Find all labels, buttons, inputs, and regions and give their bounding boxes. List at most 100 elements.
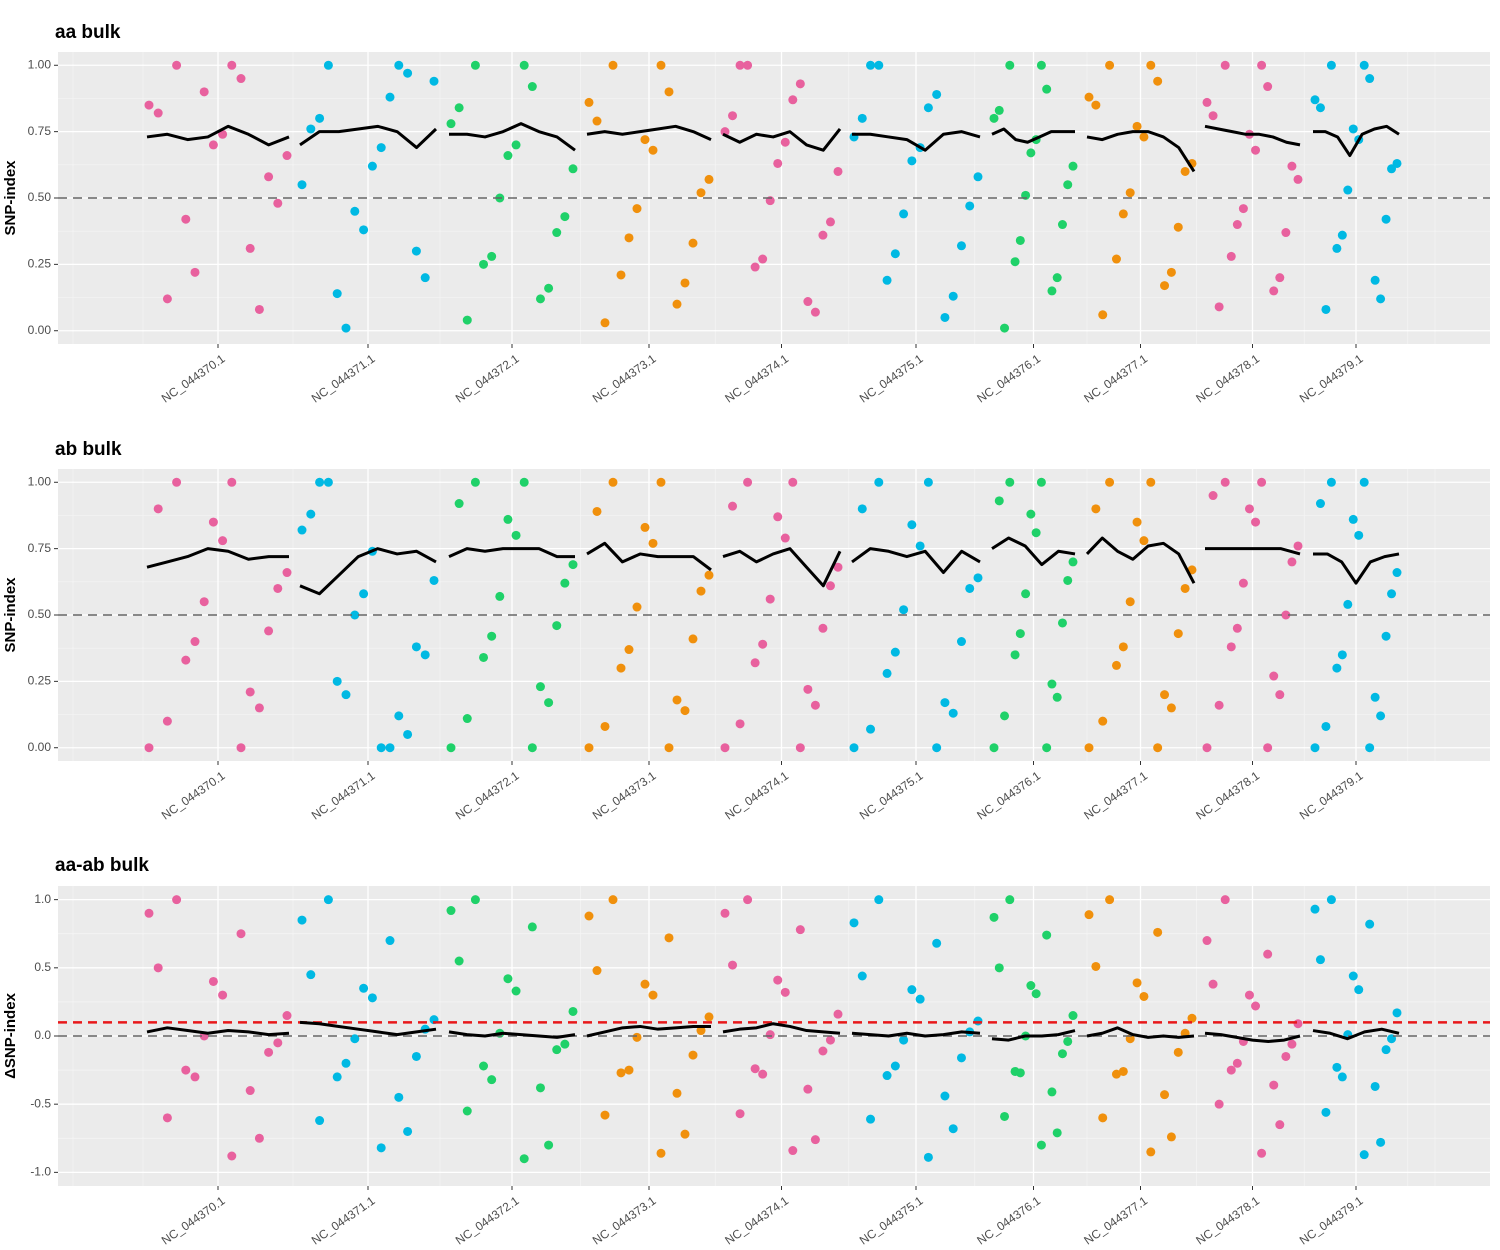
snp-point: [810, 700, 820, 710]
trend-line: [991, 536, 1076, 567]
snp-point: [640, 522, 650, 532]
snp-point: [1321, 721, 1331, 731]
snp-point: [1042, 84, 1052, 94]
snp-point: [1005, 477, 1015, 487]
snp-point: [616, 1068, 626, 1078]
snp-point: [1005, 895, 1015, 905]
snp-point: [1015, 629, 1025, 639]
snp-point: [1337, 650, 1347, 660]
snp-point: [704, 1012, 714, 1022]
snp-point: [208, 976, 218, 986]
snp-point: [199, 87, 209, 97]
snp-point: [656, 477, 666, 487]
snp-point: [297, 525, 307, 535]
snp-point: [411, 1051, 421, 1061]
snp-point: [1381, 631, 1391, 641]
snp-point: [696, 586, 706, 596]
snp-point: [332, 289, 342, 299]
snp-point: [1091, 504, 1101, 514]
x-tick-label: NC_044370.1: [159, 351, 228, 405]
snp-point: [592, 966, 602, 976]
snp-point: [1275, 1120, 1285, 1130]
snp-point: [1281, 1051, 1291, 1061]
snp-point: [608, 477, 618, 487]
snp-point: [1208, 979, 1218, 989]
snp-point: [1153, 76, 1163, 86]
snp-point: [818, 1046, 828, 1056]
trend-line: [448, 547, 575, 559]
snp-point: [527, 743, 537, 753]
snp-point: [1343, 599, 1353, 609]
snp-point: [932, 89, 942, 99]
snp-point: [568, 164, 578, 174]
snp-point: [907, 985, 917, 995]
snp-point: [1310, 95, 1320, 105]
snp-point: [1139, 536, 1149, 546]
snp-point: [1269, 671, 1279, 681]
snp-point: [1180, 166, 1190, 176]
snp-point: [1348, 514, 1358, 524]
snp-point: [1111, 660, 1121, 670]
snp-point: [315, 1116, 325, 1126]
snp-point: [511, 986, 521, 996]
snp-point: [656, 60, 666, 70]
snp-point: [899, 209, 909, 219]
snp-point: [367, 993, 377, 1003]
snp-point: [1202, 743, 1212, 753]
snp-point: [208, 140, 218, 150]
snp-point: [245, 687, 255, 697]
trend-line: [449, 122, 576, 152]
snp-point: [648, 145, 658, 155]
snp-point: [758, 254, 768, 264]
snp-point: [1146, 60, 1156, 70]
snp-point: [462, 315, 472, 325]
snp-point: [1332, 243, 1342, 253]
snp-point: [1015, 1068, 1025, 1078]
snp-point: [552, 228, 562, 238]
snp-point: [728, 960, 738, 970]
snp-point: [1387, 164, 1397, 174]
snp-point: [1326, 895, 1336, 905]
trend-line: [1313, 552, 1400, 585]
snp-point: [664, 743, 674, 753]
snp-point: [907, 520, 917, 530]
snp-point: [765, 594, 775, 604]
snp-point: [795, 743, 805, 753]
snp-point: [1202, 97, 1212, 107]
snp-point: [323, 895, 333, 905]
snp-point: [704, 570, 714, 580]
snp-point: [1337, 230, 1347, 240]
snp-point: [1052, 692, 1062, 702]
snp-point: [890, 647, 900, 657]
snp-point: [948, 291, 958, 301]
snp-point: [273, 198, 283, 208]
snp-point: [1125, 597, 1135, 607]
snp-point: [584, 97, 594, 107]
snp-point: [1232, 623, 1242, 633]
snp-point: [385, 92, 395, 102]
snp-point: [632, 204, 642, 214]
snp-point: [989, 912, 999, 922]
snp-point: [994, 105, 1004, 115]
snp-point: [1238, 204, 1248, 214]
snp-point: [672, 695, 682, 705]
snp-point: [1370, 275, 1380, 285]
y-tick-label: 0.75: [28, 124, 52, 138]
trend-line: [586, 124, 712, 141]
snp-point: [315, 477, 325, 487]
snp-point: [1132, 121, 1142, 131]
snp-point: [1310, 904, 1320, 914]
snp-point: [560, 1039, 570, 1049]
snp-point: [1359, 477, 1369, 487]
snp-point: [199, 597, 209, 607]
snp-point: [874, 60, 884, 70]
snp-point: [632, 1032, 642, 1042]
snp-point: [1057, 1049, 1067, 1059]
trend-line: [722, 128, 842, 152]
snp-point: [332, 1072, 342, 1082]
snp-point: [948, 1124, 958, 1134]
snp-point: [403, 68, 413, 78]
snp-point: [282, 151, 292, 161]
snp-point: [1348, 971, 1358, 981]
